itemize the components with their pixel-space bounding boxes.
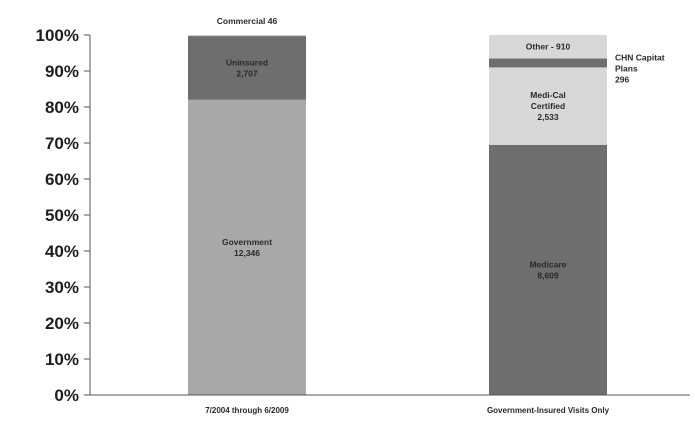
segment-label-medi-cal-certified: Medi-Cal Certified 2,533 [530, 90, 565, 122]
bar-segment-medicare [489, 144, 607, 395]
segment-label-line: Uninsured [226, 57, 268, 67]
segment-label-medicare: Medicare 8,609 [530, 259, 567, 280]
bar-segment-commercial [188, 35, 306, 37]
bar-segment-government [188, 99, 306, 396]
bar-segment-other [489, 35, 607, 59]
segment-label-other: Other - 910 [526, 42, 571, 52]
bar-segment-medi-cal-certified [489, 67, 607, 145]
segment-label-commercial: Commercial 46 [217, 16, 278, 26]
y-tick-label: 80% [45, 98, 79, 117]
segment-label-line: Medi-Cal [530, 90, 565, 100]
y-tick-label: 100% [36, 26, 79, 45]
segment-label-chn-capitated-plans: CHN Capitat Plans 296 [615, 52, 665, 84]
segment-label-line: 12,346 [234, 248, 260, 258]
segment-labels: Government 12,346 Uninsured 2,707 Commercial… [217, 16, 665, 280]
segment-label-line: Other - 910 [526, 42, 571, 52]
y-tick-label: 20% [45, 314, 79, 333]
segment-label-line: Medicare [530, 259, 567, 269]
bar-segment-uninsured [188, 36, 306, 100]
y-tick-label: 40% [45, 242, 79, 261]
bars [188, 35, 607, 396]
x-category-label: 7/2004 through 6/2009 [205, 406, 289, 415]
y-tick-label: 60% [45, 170, 79, 189]
segment-label-line: CHN Capitat [615, 52, 665, 62]
segment-label-line: 8,609 [537, 270, 559, 280]
y-tick-label: 50% [45, 206, 79, 225]
bar-segment-chn-capitated-plans [489, 58, 607, 68]
segment-label-line: 2,533 [537, 112, 559, 122]
segment-label-government: Government 12,346 [222, 237, 272, 258]
segment-label-line: Certified [531, 101, 565, 111]
y-tick-label: 70% [45, 134, 79, 153]
x-axis: 7/2004 through 6/2009 Government-Insured … [90, 394, 690, 415]
x-category-label: Government-Insured Visits Only [487, 406, 610, 415]
y-tick-label: 30% [45, 278, 79, 297]
segment-label-line: Plans [615, 63, 638, 73]
y-tick-label: 90% [45, 62, 79, 81]
y-axis: 0% 10% 20% 30% 40% 50% 60% 70% 80% 90% 100% [36, 26, 91, 405]
y-tick-label: 0% [54, 386, 79, 405]
segment-label-uninsured: Uninsured 2,707 [226, 57, 268, 78]
segment-label-line: 296 [615, 74, 629, 84]
segment-label-line: Commercial 46 [217, 16, 278, 26]
segment-label-line: Government [222, 237, 272, 247]
segment-label-line: 2,707 [236, 68, 258, 78]
y-tick-label: 10% [45, 350, 79, 369]
